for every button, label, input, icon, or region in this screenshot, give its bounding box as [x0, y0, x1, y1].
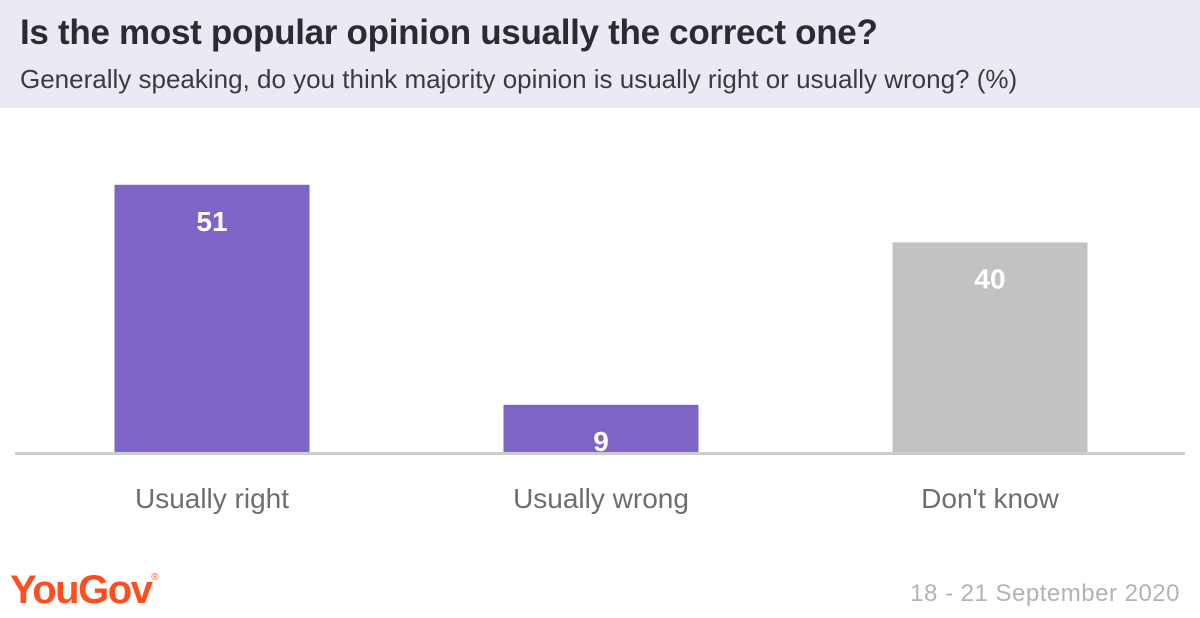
bar-value-label: 40	[974, 263, 1005, 294]
chart-subtitle: Generally speaking, do you think majorit…	[20, 64, 1018, 94]
chart-title: Is the most popular opinion usually the …	[20, 13, 878, 52]
bar	[892, 242, 1088, 452]
bar	[503, 404, 699, 452]
category-label: Don't know	[921, 483, 1059, 514]
survey-date: 18 - 21 September 2020	[910, 580, 1180, 607]
bar-value-label: 9	[593, 426, 609, 457]
bar	[114, 184, 310, 452]
registered-mark: ®	[151, 572, 159, 583]
logo-text: YouGov	[10, 568, 153, 612]
category-label: Usually wrong	[513, 483, 689, 514]
bar-value-label: 51	[196, 206, 227, 237]
yougov-logo: YouGov®	[10, 568, 159, 613]
header-panel: Is the most popular opinion usually the …	[0, 0, 1200, 108]
category-label: Usually right	[135, 483, 289, 514]
